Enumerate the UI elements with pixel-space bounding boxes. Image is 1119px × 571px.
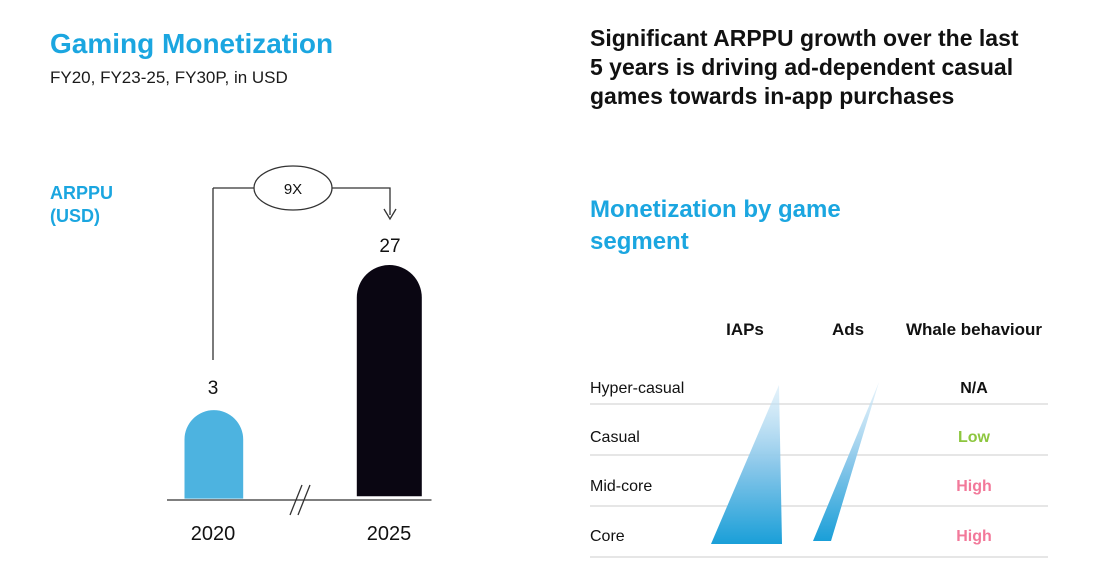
svg-text:Low: Low	[958, 429, 991, 446]
svg-text:N/A: N/A	[960, 380, 988, 397]
svg-text:3: 3	[208, 378, 219, 399]
svg-text:2020: 2020	[191, 523, 236, 545]
svg-text:Whale behaviour: Whale behaviour	[906, 320, 1042, 339]
svg-text:Hyper-casual: Hyper-casual	[590, 380, 684, 397]
svg-text:High: High	[956, 478, 992, 495]
svg-text:Core: Core	[590, 528, 625, 545]
svg-text:High: High	[956, 528, 992, 545]
svg-text:27: 27	[379, 236, 400, 257]
svg-text:Ads: Ads	[832, 320, 864, 339]
svg-text:9X: 9X	[284, 181, 302, 198]
svg-text:Mid-core: Mid-core	[590, 478, 652, 495]
svg-text:Casual: Casual	[590, 429, 640, 446]
svg-text:2025: 2025	[367, 523, 412, 545]
svg-text:IAPs: IAPs	[726, 320, 764, 339]
